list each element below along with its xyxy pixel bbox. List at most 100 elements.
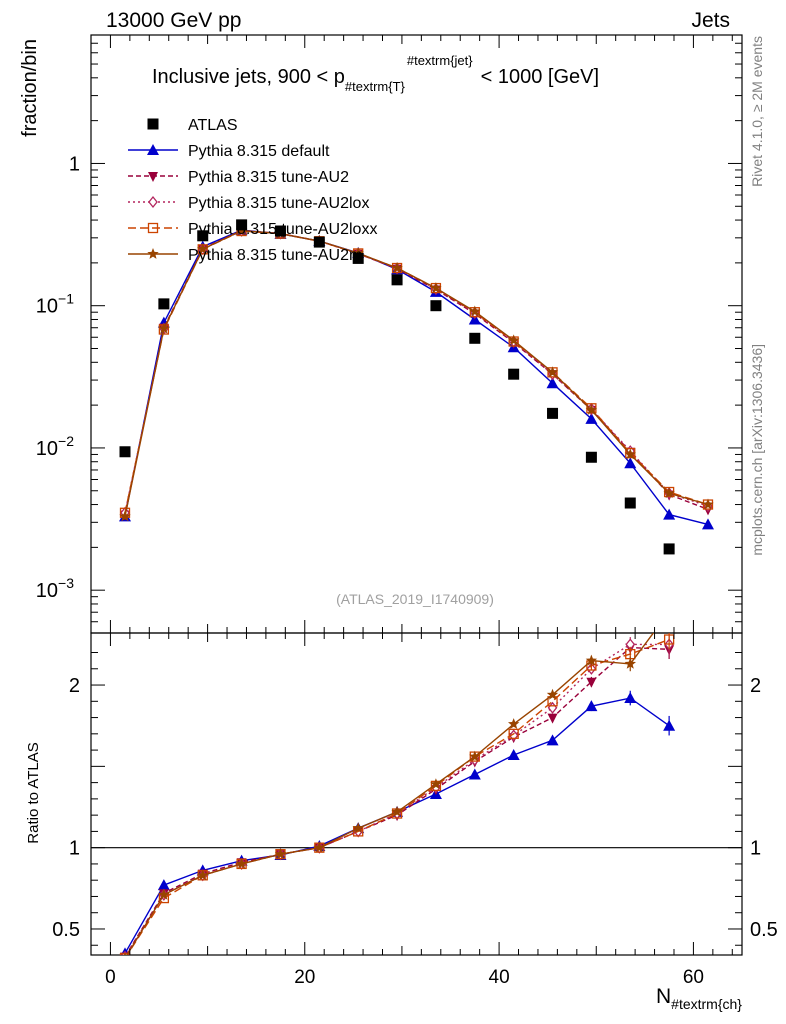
series-point-pythia-8-315-tune-au2m [546,366,559,378]
legend-marker [147,144,159,155]
legend-label: Pythia 8.315 tune-AU2 [188,169,349,186]
legend-entry: Pythia 8.315 tune-AU2m [128,247,362,264]
legend-marker [147,118,159,130]
series-point-pythia-8-315-tune-au2m [158,322,170,334]
ratio-tick-label-right: 1 [750,838,761,860]
ratio-point-pythia-8-315-tune-au2 [586,677,597,688]
legend-entry: Pythia 8.315 default [128,143,330,160]
series-point-pythia-8-315-default [585,412,598,424]
series-point-pythia-8-315-tune-au2m [702,498,714,510]
series-line-pythia-8-315-tune-au2lox [124,230,709,513]
ratio-point-pythia-8-315-default [468,768,481,780]
ratio-point-pythia-8-315-tune-au2m [313,841,325,853]
rivet-label: Rivet 4.1.0, ≥ 2M events [749,36,765,187]
series-point-pythia-8-315-default [624,457,637,469]
ratio-point-pythia-8-315-tune-au2m [585,654,598,666]
ratio-tick-label: 0.5 [52,919,80,941]
series-point-pythia-8-315-tune-au2m [391,262,403,273]
legend-entry: Pythia 8.315 tune-AU2lox [128,195,369,212]
ratio-point-pythia-8-315-tune-au2m [274,848,287,859]
x-tick-label: 40 [489,967,510,988]
data-point-atlas [197,230,209,242]
legend-entry: Pythia 8.315 tune-AU2 [128,169,349,186]
y-tick-label: 1 [69,153,80,175]
series-point-pythia-8-315-default [701,518,714,530]
header-left: 13000 GeV pp [106,9,241,32]
ratio-tick-label: 1 [69,838,80,860]
data-point-atlas [663,543,675,555]
ratio-point-pythia-8-315-tune-au2m [235,857,248,869]
legend-label: Pythia 8.315 default [188,143,330,160]
data-point-atlas [585,451,597,463]
series-point-pythia-8-315-default [663,508,676,520]
data-point-atlas [624,497,636,509]
ratio-point-pythia-8-315-tune-au2m [158,888,170,900]
series-line-pythia-8-315-default [124,229,709,526]
axis-labels: 0 20 40 60 10−3 10−2 10−1 1 0.5 0.5 1 1 2 2 [36,153,778,988]
ratio-point-pythia-8-315-default [507,748,520,760]
ratio-line-pythia-8-315-tune-au2loxx [126,638,670,955]
legend-label: Pythia 8.315 tune-AU2m [188,247,362,264]
ratio-point-pythia-8-315-tune-au2m [624,657,636,669]
series-point-pythia-8-315-tune-au2m [624,448,636,460]
series-line-pythia-8-315-tune-au2 [124,229,709,515]
ratio-panel-series [119,606,676,955]
legend-marker [148,172,158,182]
legend-label: Pythia 8.315 tune-AU2loxx [188,221,377,238]
series-point-pythia-8-315-tune-au2m [197,243,209,254]
series-point-pythia-8-315-tune-au2m [663,487,675,499]
x-tick-label: 20 [294,967,315,988]
series-point-pythia-8-315-tune-au2m [508,334,520,346]
ratio-point-pythia-8-315-tune-au2m [508,718,520,729]
y-tick-label: 10−3 [36,575,74,602]
ratio-tick-label-right: 2 [750,675,761,697]
ratio-point-pythia-8-315-default [157,879,170,891]
ratio-point-pythia-8-315-tune-au2loxx [663,634,675,645]
data-point-atlas [236,219,248,231]
analysis-label: (ATLAS_2019_I1740909) [336,591,494,607]
data-point-atlas [274,225,286,237]
series-point-pythia-8-315-tune-au2m [585,403,598,415]
data-point-atlas [158,298,170,310]
chart-title: Inclusive jets, 900 < p#textrm{T}#textrm… [152,53,599,94]
series-point-pythia-8-315-tune-au2m [352,247,364,258]
ratio-line-pythia-8-315-tune-au2lox [125,643,670,955]
legend-marker [148,195,158,209]
series-line-pythia-8-315-tune-au2m [124,229,709,517]
ratio-point-pythia-8-315-tune-au2m [197,869,209,881]
ratio-point-pythia-8-315-tune-au2m [663,606,674,617]
data-point-atlas [469,332,481,344]
header-right: Jets [691,9,730,32]
data-point-atlas [508,368,520,380]
ratio-point-pythia-8-315-tune-au2m [546,688,559,700]
legend-label: ATLAS [188,117,238,134]
ratio-point-pythia-8-315-default [585,700,598,712]
y-axis-label: fraction/bin [19,39,41,137]
data-point-atlas [313,236,325,248]
data-point-atlas [119,446,131,458]
series-point-pythia-8-315-tune-au2m [119,510,131,522]
legend-marker [147,248,159,259]
main-panel-series [119,219,714,555]
data-point-atlas [391,274,403,286]
legend-marker [147,222,159,234]
ratio-point-pythia-8-315-default [546,734,559,746]
x-tick-label: 60 [683,967,704,988]
ratio-point-pythia-8-315-tune-au2loxx [508,728,519,739]
ratio-point-pythia-8-315-tune-au2m [430,778,442,790]
ratio-tick-label-right: 0.5 [750,919,778,941]
x-axis-label: N#textrm{ch} [656,985,742,1012]
y-tick-label: 10−1 [36,291,74,318]
ratio-line-pythia-8-315-tune-au2m [126,633,655,955]
ratio-point-pythia-8-315-tune-au2m [391,805,403,817]
series-line-pythia-8-315-tune-au2loxx [124,230,709,513]
ratio-point-pythia-8-315-tune-au2 [547,713,558,724]
legend: ATLAS Pythia 8.315 default Pythia 8.315 tu… [128,117,377,264]
mcplots-label: mcplots.cern.ch [arXiv:1306.3436] [749,344,765,556]
y-tick-label: 10−2 [36,433,74,460]
data-point-atlas [352,252,364,264]
ratio-point-pythia-8-315-tune-au2m [123,952,127,955]
ratio-line-pythia-8-315-default [124,697,670,954]
ratio-tick-label: 2 [69,675,80,697]
ratio-panel-frame [90,632,743,956]
